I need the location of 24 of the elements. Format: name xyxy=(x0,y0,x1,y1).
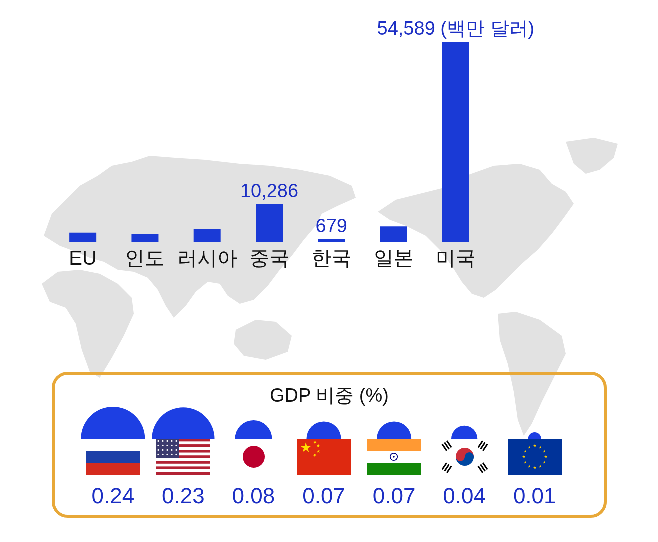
text: GDP 비중 (%) xyxy=(270,385,389,406)
data-label: 0.01 xyxy=(513,484,556,508)
x-tick-label: 중국 xyxy=(250,247,290,269)
data-label: 0.04 xyxy=(443,484,486,508)
data-label: 0.24 xyxy=(92,484,135,508)
x-tick-label: 인도 xyxy=(125,247,166,269)
bar xyxy=(256,204,283,242)
data-label: 0.23 xyxy=(162,484,205,508)
data-label: 0.07 xyxy=(302,484,346,508)
data-label: 10,286 xyxy=(240,180,299,202)
data-label: 679 xyxy=(316,216,348,237)
data-label: 54,589 (백만 달러) xyxy=(377,18,535,39)
data-label: 0.08 xyxy=(232,484,276,508)
bar xyxy=(132,234,159,242)
bar xyxy=(70,232,97,242)
x-tick-label: EU xyxy=(69,247,97,269)
x-tick-label: 일본 xyxy=(374,247,414,269)
bar xyxy=(194,230,221,242)
x-tick-label: 한국 xyxy=(312,247,352,269)
bar xyxy=(380,226,408,242)
x-tick-label: 러시아 xyxy=(177,247,238,269)
x-tick-label: 미국 xyxy=(436,247,476,269)
data-label: 0.07 xyxy=(372,484,416,508)
bar xyxy=(442,42,470,242)
